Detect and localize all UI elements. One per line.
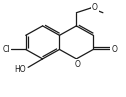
Text: HO: HO	[14, 65, 26, 74]
Text: O: O	[111, 45, 117, 54]
Text: Cl: Cl	[3, 45, 10, 54]
Text: O: O	[75, 60, 81, 69]
Text: O: O	[92, 3, 98, 12]
